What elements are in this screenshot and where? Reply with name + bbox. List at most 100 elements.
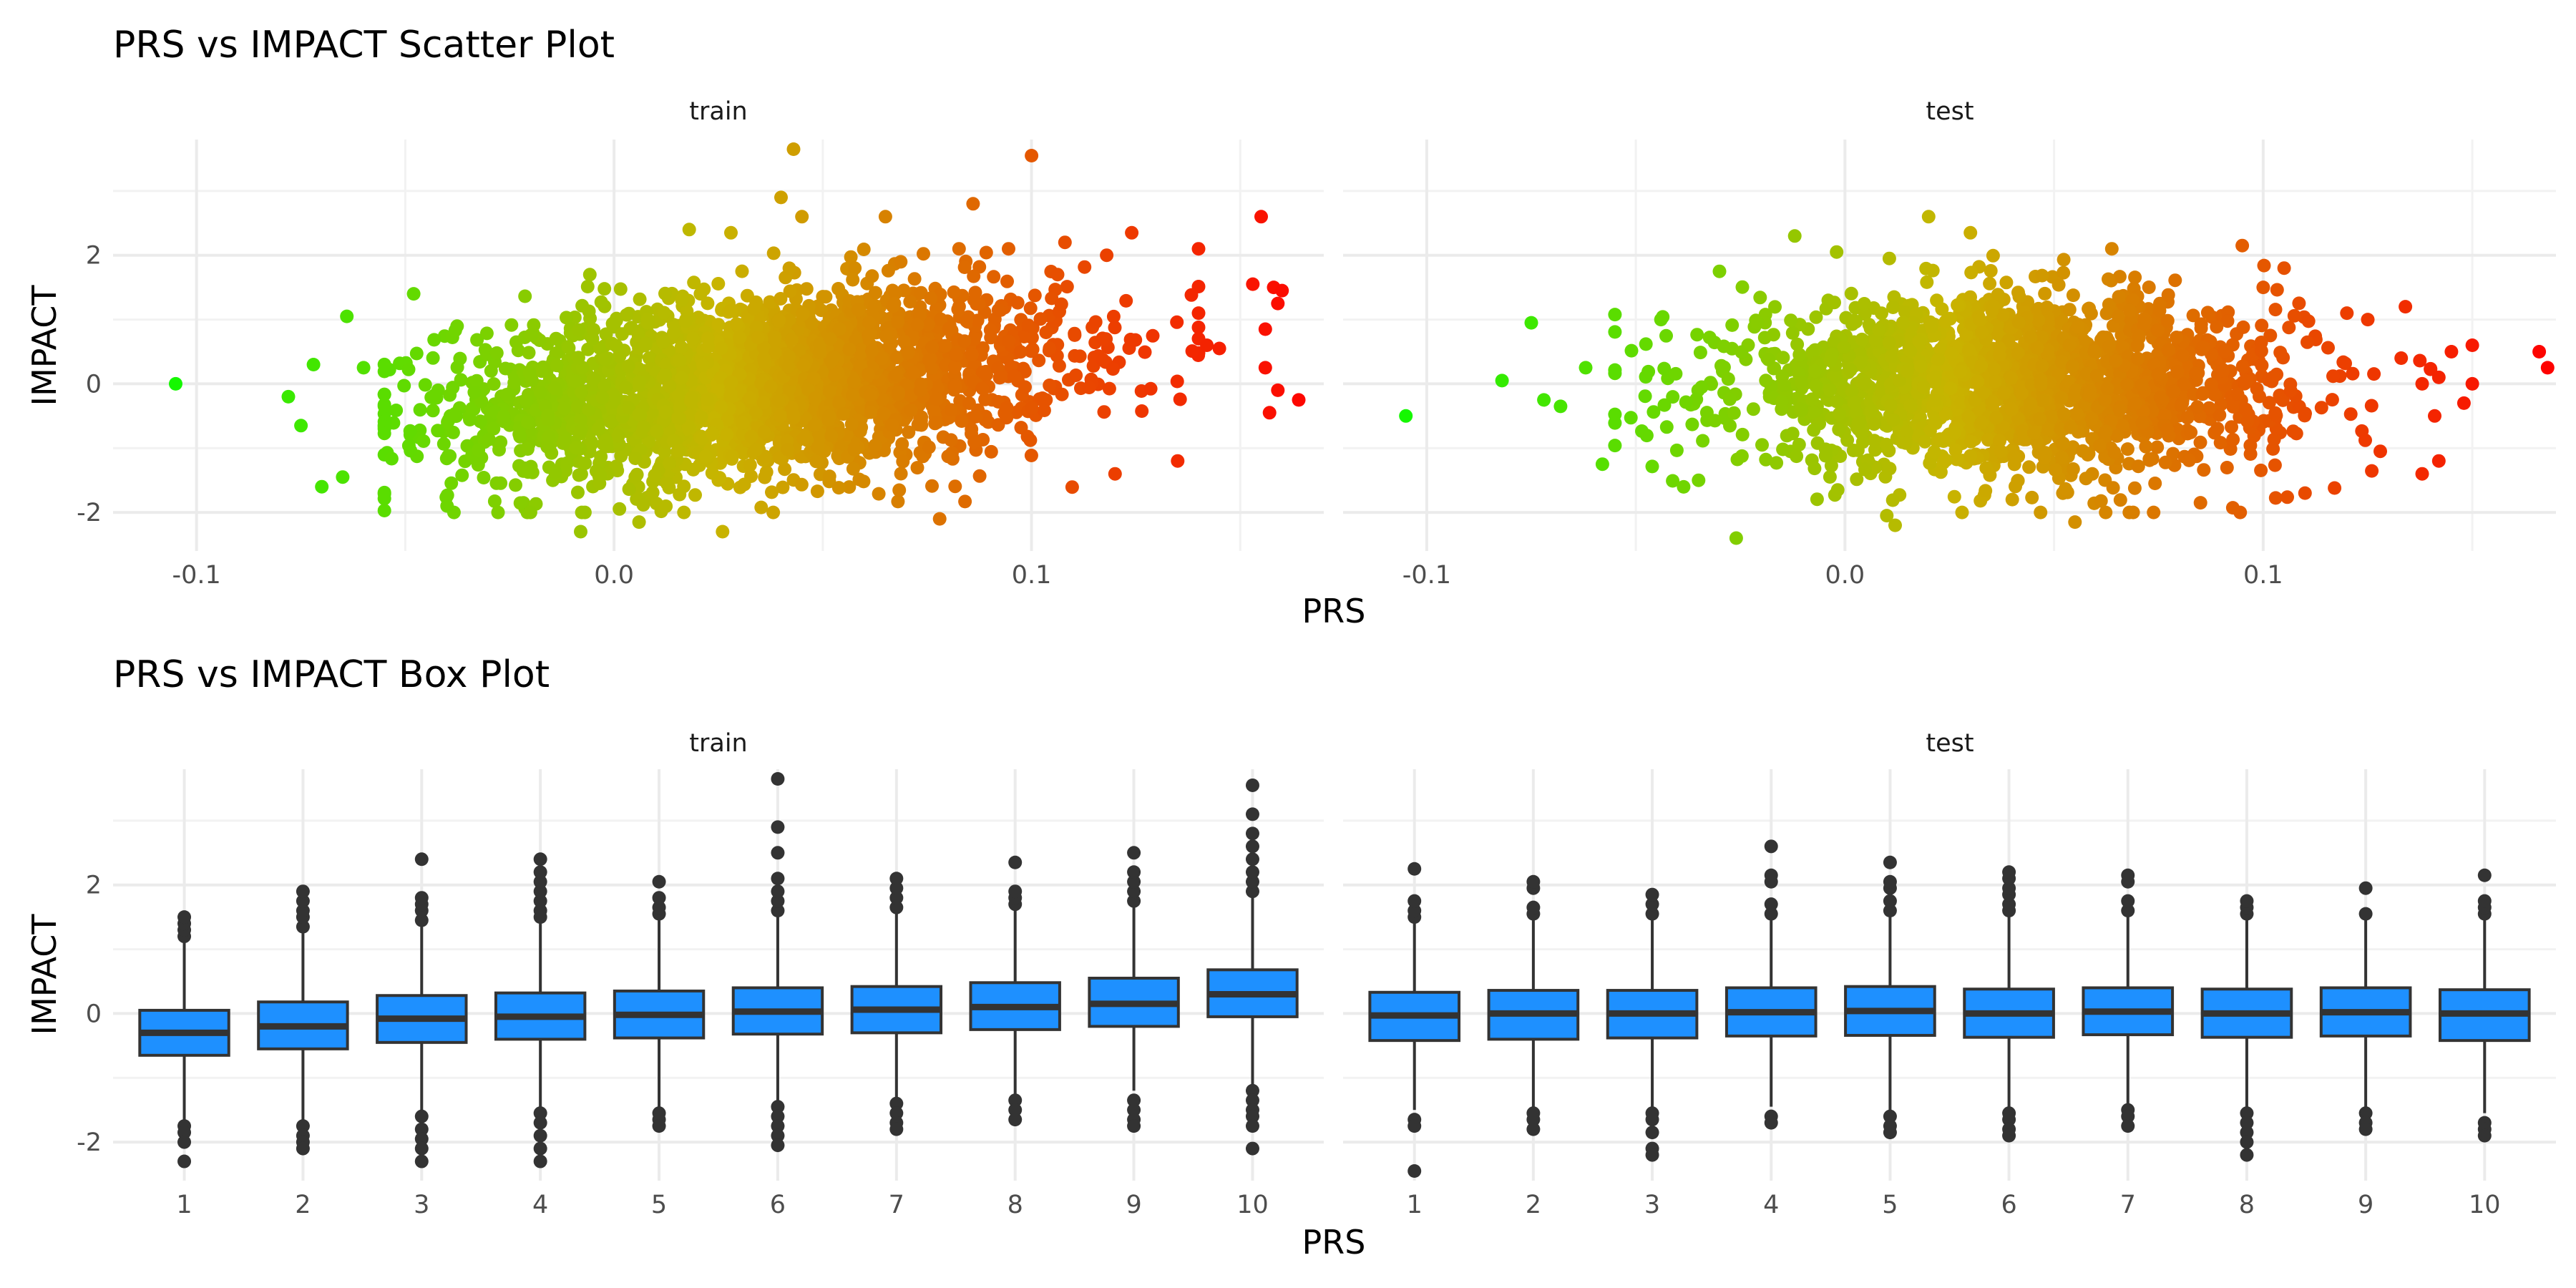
scatter-point: [2226, 432, 2240, 447]
scatter-point: [896, 454, 910, 469]
scatter-point: [822, 469, 836, 484]
scatter-point: [922, 353, 937, 367]
scatter-point: [1992, 348, 2006, 362]
scatter-point: [1639, 429, 1654, 443]
scatter-point: [891, 385, 905, 399]
scatter-point: [621, 401, 635, 415]
scatter-point: [2254, 463, 2268, 477]
box-outlier: [1764, 1116, 1778, 1130]
scatter-point: [1039, 393, 1053, 407]
scatter-point: [823, 331, 837, 346]
box-outlier: [1407, 1164, 1422, 1179]
box-outlier: [1645, 1148, 1659, 1162]
scatter-point: [894, 467, 908, 481]
scatter-point: [1018, 380, 1032, 394]
scatter-point: [921, 317, 935, 331]
scatter-point: [559, 464, 572, 478]
scatter-point: [2160, 313, 2175, 328]
scatter-point: [811, 440, 825, 454]
scatter-point: [628, 452, 643, 465]
scatter-point: [2025, 490, 2039, 504]
scatter-point: [1916, 380, 1931, 394]
box-outlier: [414, 852, 429, 867]
scatter-x-tick-label: -0.1: [1402, 561, 1451, 590]
scatter-point: [2190, 400, 2205, 414]
scatter-point: [489, 346, 504, 360]
scatter-point: [2193, 435, 2207, 449]
scatter-point: [796, 431, 811, 446]
scatter-point: [1123, 333, 1138, 346]
scatter-point: [585, 435, 598, 449]
scatter-point: [930, 415, 944, 429]
scatter-point: [1985, 303, 1999, 318]
scatter-point: [675, 371, 689, 385]
scatter-point: [1808, 364, 1822, 379]
box-outlier: [1008, 855, 1023, 869]
scatter-point: [1983, 276, 1997, 291]
scatter-point: [520, 442, 535, 456]
scatter-point: [913, 411, 927, 426]
scatter-point: [2194, 321, 2208, 336]
scatter-point: [557, 401, 571, 416]
scatter-point: [2034, 378, 2048, 391]
scatter-point: [958, 494, 972, 509]
box-outlier: [1245, 1141, 1259, 1156]
scatter-point: [1845, 384, 1859, 399]
scatter-point: [1947, 489, 1961, 504]
scatter-point: [1872, 323, 1886, 337]
scatter-point: [1809, 379, 1823, 393]
scatter-point: [1677, 479, 1691, 494]
scatter-point: [2340, 306, 2354, 321]
scatter-point: [520, 415, 535, 429]
scatter-point: [724, 387, 738, 401]
scatter-point: [541, 413, 555, 427]
scatter-point: [1646, 405, 1661, 419]
scatter-point: [1979, 484, 1993, 498]
scatter-point: [377, 387, 391, 401]
scatter-point: [2084, 411, 2099, 426]
scatter-strip-train: train: [689, 97, 747, 126]
scatter-point: [711, 277, 726, 291]
scatter-point: [1843, 363, 1858, 377]
scatter-point: [2005, 492, 2019, 507]
scatter-point: [1679, 395, 1693, 409]
scatter-point: [2068, 389, 2082, 403]
scatter-x-tick-label: 0.1: [1012, 561, 1052, 590]
scatter-point: [2255, 318, 2269, 333]
scatter-point: [1750, 316, 1765, 330]
scatter-point: [2142, 280, 2156, 294]
scatter-point: [2038, 286, 2052, 301]
scatter-point: [356, 361, 371, 375]
box-outlier: [1645, 1113, 1659, 1127]
scatter-point: [594, 295, 608, 309]
scatter-point: [1025, 342, 1040, 356]
scatter-point: [1790, 449, 1804, 464]
scatter-point: [2033, 411, 2046, 426]
scatter-point: [2415, 376, 2429, 391]
scatter-point: [673, 353, 687, 368]
scatter-point: [747, 301, 761, 316]
scatter-point: [681, 419, 696, 434]
scatter-point: [1524, 316, 1538, 330]
scatter-point: [413, 403, 427, 417]
scatter-point: [663, 379, 676, 394]
scatter-point: [2273, 346, 2288, 360]
scatter-point: [605, 414, 619, 429]
box-outlier: [2002, 865, 2016, 879]
scatter-point: [696, 358, 710, 372]
box-strip-test: test: [1926, 729, 1974, 758]
scatter-point: [2131, 351, 2145, 366]
box-outlier: [771, 872, 785, 886]
scatter-point: [658, 286, 672, 301]
scatter-point: [2282, 321, 2296, 335]
scatter-point: [766, 246, 781, 260]
scatter-point: [1776, 442, 1790, 457]
scatter-point: [1024, 449, 1038, 462]
scatter-point: [455, 468, 469, 482]
scatter-point: [1955, 505, 1969, 519]
scatter-point: [1807, 462, 1822, 476]
scatter-point: [2109, 353, 2123, 368]
scatter-point: [1912, 334, 1926, 348]
scatter-point: [952, 242, 966, 256]
scatter-point: [571, 485, 585, 499]
